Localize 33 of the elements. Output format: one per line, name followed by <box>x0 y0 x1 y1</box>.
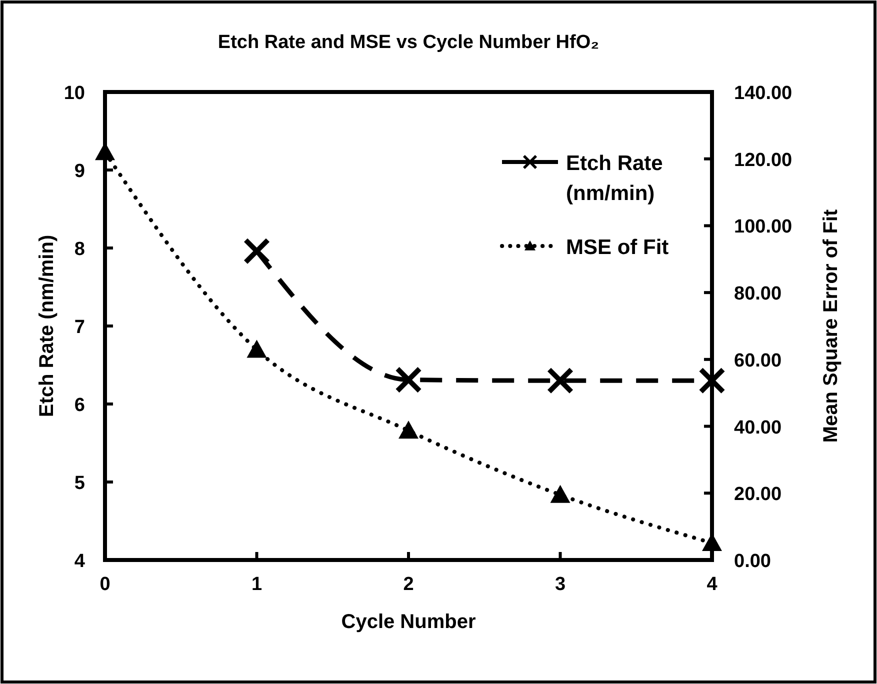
point <box>395 366 422 394</box>
y2-tick-label: 20.00 <box>734 484 782 506</box>
y-axis-title: Etch Rate (nm/min) <box>36 234 58 418</box>
y-tick-label: 4 <box>74 551 86 572</box>
chart-title: Etch Rate and MSE vs Cycle Number HfO₂ <box>218 32 600 53</box>
y-tick-label: 8 <box>74 239 85 260</box>
y2-tick-label: 140.00 <box>734 83 792 104</box>
y-tick-label: 6 <box>74 395 85 416</box>
y2-tick-label: 60.00 <box>734 350 782 372</box>
y2-tick-label: 100.00 <box>734 216 792 238</box>
y2-tick-label: 80.00 <box>734 284 782 305</box>
x-tick-label: 1 <box>251 574 262 595</box>
point <box>398 420 418 439</box>
point <box>546 367 574 394</box>
y-tick-label: 10 <box>64 83 85 104</box>
y-tick-label: 9 <box>74 161 85 182</box>
point <box>550 484 570 503</box>
x-tick-label: 0 <box>100 574 110 595</box>
y2-tick-label: 40.00 <box>734 417 782 438</box>
y-tick-label: 5 <box>74 473 86 494</box>
y2-axis-title: Mean Square Error of Fit <box>820 208 842 443</box>
x-tick-label: 3 <box>554 574 566 595</box>
y2-tick-label: 0.00 <box>734 551 771 572</box>
x-tick-label: 2 <box>403 574 414 595</box>
legend-label: MSE of Fit <box>566 236 669 259</box>
x-tick-label: 4 <box>706 574 718 595</box>
x-axis-title: Cycle Number <box>341 611 476 633</box>
y2-tick-label: 120.00 <box>734 150 792 171</box>
point <box>243 238 270 265</box>
y-tick-label: 7 <box>74 317 85 338</box>
point <box>246 340 267 358</box>
legend-label: Etch Rate (nm/min) <box>566 152 663 205</box>
point <box>698 367 726 394</box>
